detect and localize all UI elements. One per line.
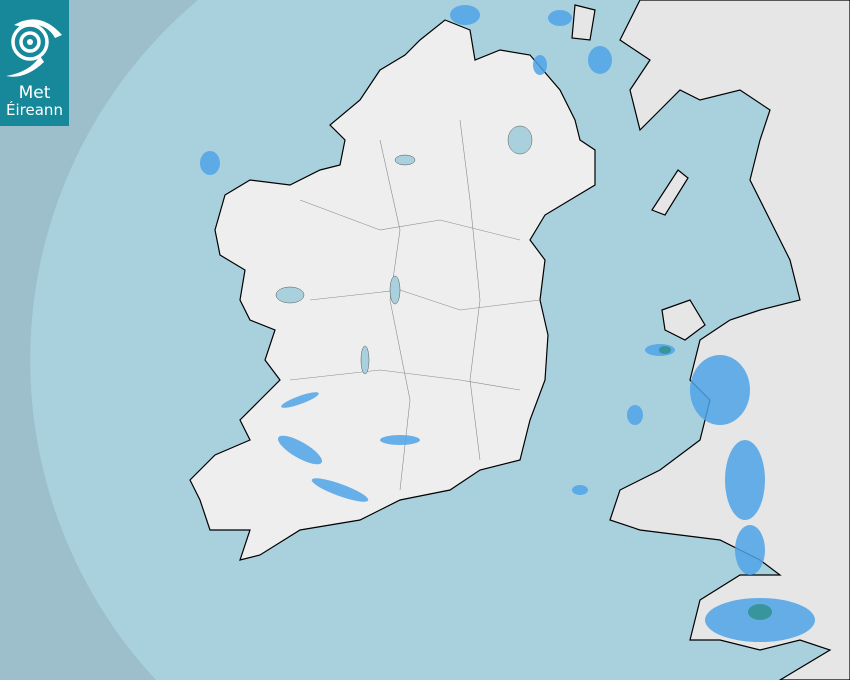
lakes bbox=[275, 125, 533, 375]
logo-text-eireann: Éireann bbox=[6, 101, 63, 119]
land-anglesey bbox=[661, 299, 706, 341]
logo-text-met: Met bbox=[18, 83, 51, 103]
swirl-logo-icon bbox=[6, 19, 62, 77]
radar-rain-moderate bbox=[659, 346, 772, 620]
land-islay bbox=[571, 4, 596, 41]
met-eireann-logo: Met Éireann bbox=[0, 0, 69, 126]
county-borders bbox=[289, 119, 541, 491]
land-isle-of-man bbox=[651, 169, 689, 216]
